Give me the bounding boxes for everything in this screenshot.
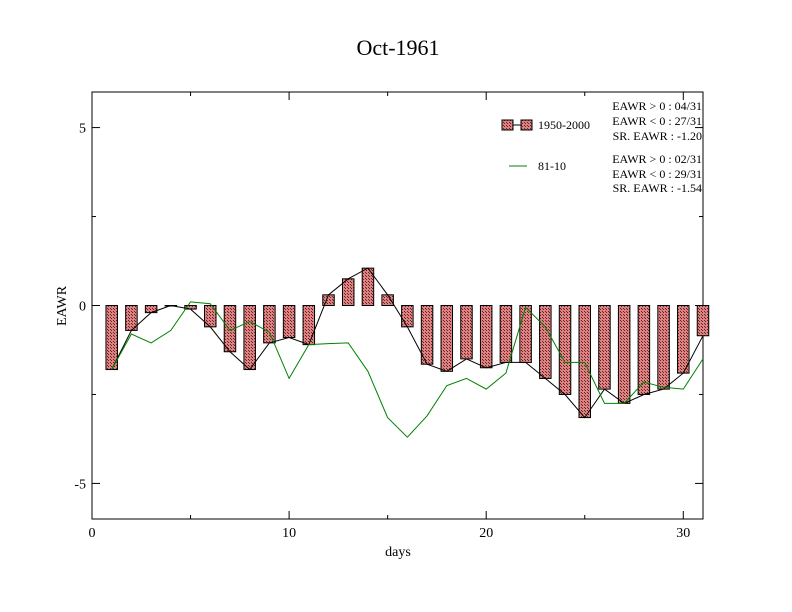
legend: 1950-2000 81-10 EAWR > 0 : 04/31 EAWR < … (501, 99, 702, 195)
bar-day-29 (657, 305, 670, 390)
bar-day-19 (460, 305, 473, 360)
bar-day-26 (598, 305, 611, 390)
stats-81-10-line-3: SR. EAWR : -1.54 (613, 181, 702, 195)
x-tick-label-10: 10 (282, 526, 296, 541)
stats-1950-2000-line-1: EAWR > 0 : 04/31 (612, 99, 702, 113)
x-tick-label-20: 20 (479, 526, 493, 541)
y-tick-label-0: 0 (79, 300, 86, 315)
stats-81-10-line-2: EAWR < 0 : 29/31 (612, 167, 702, 181)
bar-day-15 (381, 294, 394, 307)
bar-day-22 (519, 305, 532, 363)
x-tick-label-30: 30 (676, 526, 690, 541)
legend-label-1950-2000: 1950-2000 (538, 118, 590, 132)
bar-day-21 (499, 305, 513, 363)
bar-day-20 (479, 305, 493, 369)
series-line-1950-2000 (111, 267, 704, 419)
bar-day-23 (539, 305, 552, 379)
series-line-81-10 (111, 301, 704, 438)
stats-1950-2000-line-3: SR. EAWR : -1.20 (613, 129, 702, 143)
bar-day-27 (617, 305, 631, 404)
x-tick-label-0: 0 (89, 526, 96, 541)
bar-day-17 (420, 305, 434, 365)
bar-day-18 (440, 305, 454, 372)
legend-swatch-bar-right (520, 119, 533, 131)
y-tick-label-5: 5 (79, 122, 86, 137)
y-tick-label--5: -5 (74, 477, 86, 492)
legend-swatch-bar-left (501, 119, 514, 131)
bar-day-28 (637, 305, 651, 395)
bar-day-30 (677, 305, 690, 374)
bar-day-31 (696, 305, 710, 337)
bar-day-13 (341, 278, 355, 306)
bar-day-1 (105, 305, 118, 371)
bar-day-8 (243, 305, 256, 371)
stats-81-10-line-1: EAWR > 0 : 02/31 (612, 152, 702, 166)
legend-label-81-10: 81-10 (538, 159, 566, 173)
bar-day-10 (282, 305, 296, 339)
bar-day-24 (558, 305, 572, 395)
bar-day-25 (578, 305, 591, 419)
bar-day-9 (263, 305, 276, 344)
y-axis-label: EAWR (55, 285, 70, 326)
x-axis-label: days (385, 545, 411, 560)
stats-1950-2000-line-2: EAWR < 0 : 27/31 (612, 114, 702, 128)
bar-day-11 (302, 305, 316, 346)
bar-day-16 (401, 305, 414, 328)
chart-title: Oct-1961 (356, 35, 439, 60)
